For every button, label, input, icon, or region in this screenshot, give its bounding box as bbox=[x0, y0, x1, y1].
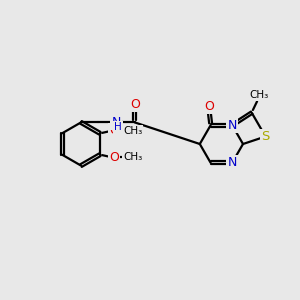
Text: H: H bbox=[114, 122, 122, 133]
Text: CH₃: CH₃ bbox=[123, 152, 142, 162]
Text: O: O bbox=[109, 151, 119, 164]
Text: N: N bbox=[111, 116, 121, 129]
Text: CH₃: CH₃ bbox=[123, 126, 142, 136]
Text: N: N bbox=[227, 119, 237, 132]
Text: O: O bbox=[204, 100, 214, 113]
Text: CH₃: CH₃ bbox=[249, 90, 268, 100]
Text: S: S bbox=[261, 130, 270, 143]
Text: O: O bbox=[109, 124, 119, 137]
Text: N: N bbox=[227, 156, 237, 169]
Text: O: O bbox=[130, 98, 140, 111]
